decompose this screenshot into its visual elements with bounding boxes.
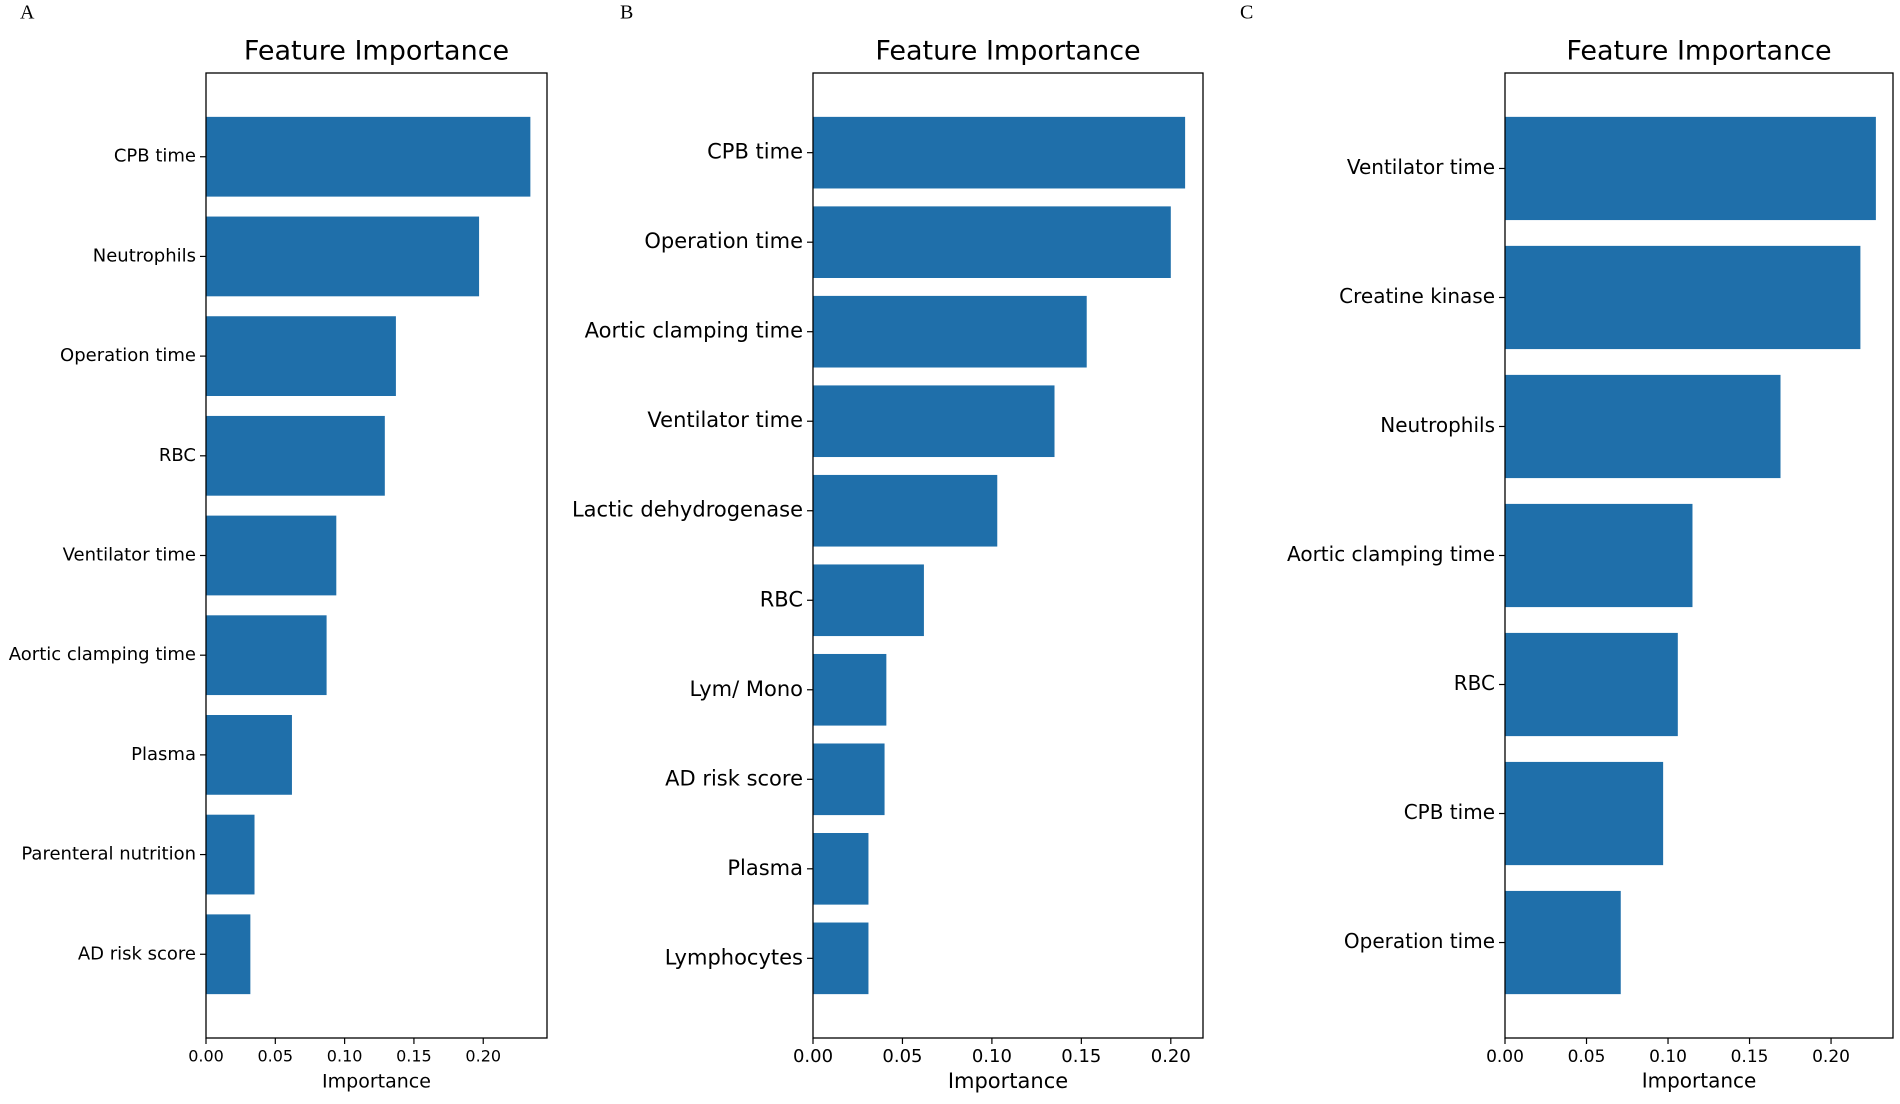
y-tick-label: AD risk score <box>78 943 196 964</box>
bar <box>813 116 1186 189</box>
y-tick-label: Operation time <box>644 229 803 253</box>
y-tick-label: Operation time <box>60 345 196 366</box>
y-tick-label: Parenteral nutrition <box>21 844 196 865</box>
x-tick-label: 0.05 <box>257 1047 293 1066</box>
x-tick-label: 0.10 <box>1649 1047 1687 1067</box>
bar <box>813 653 887 726</box>
x-tick-label: 0.20 <box>465 1047 501 1066</box>
panel-label: A <box>20 2 35 24</box>
plot-frame <box>812 72 1204 1039</box>
y-tick-label: RBC <box>159 445 196 466</box>
x-axis-label: Importance <box>322 1071 431 1093</box>
bar <box>1505 374 1781 479</box>
y-tick-label: CPB time <box>114 146 196 167</box>
chart-title: Feature Importance <box>244 36 509 67</box>
x-axis-label: Importance <box>1642 1069 1757 1093</box>
x-tick-label: 0.05 <box>1568 1047 1606 1067</box>
x-tick-label: 0.20 <box>1812 1047 1850 1067</box>
bar <box>813 474 998 547</box>
panel-label: B <box>620 2 633 24</box>
x-tick-label: 0.10 <box>327 1047 363 1066</box>
bar <box>206 216 480 297</box>
bar <box>813 206 1171 278</box>
plot-frame <box>205 72 548 1039</box>
y-tick-label: Aortic clamping time <box>9 644 196 665</box>
bar <box>813 833 869 905</box>
x-tick-label: 0.10 <box>972 1046 1012 1067</box>
x-tick-label: 0.00 <box>1486 1047 1524 1067</box>
bar <box>1505 245 1861 350</box>
bar <box>206 316 396 396</box>
bar <box>206 814 255 895</box>
y-tick-label: Neutrophils <box>93 245 196 266</box>
bar <box>1505 761 1664 866</box>
bar <box>1505 632 1678 737</box>
bar <box>813 743 885 816</box>
bar <box>1505 890 1621 995</box>
x-tick-label: 0.00 <box>793 1046 833 1067</box>
x-tick-label: 0.00 <box>188 1047 224 1066</box>
x-axis-label: Importance <box>948 1069 1068 1093</box>
y-tick-label: Ventilator time <box>647 408 803 432</box>
x-tick-label: 0.05 <box>882 1046 922 1067</box>
chart-title: Feature Importance <box>875 36 1140 67</box>
bar <box>206 914 251 995</box>
panel-label: C <box>1240 2 1253 24</box>
y-tick-label: Creatine kinase <box>1339 284 1495 308</box>
y-tick-label: Ventilator time <box>63 545 196 566</box>
plot-frame <box>1504 72 1894 1039</box>
y-tick-label: Ventilator time <box>1347 155 1495 179</box>
y-tick-label: Plasma <box>727 856 803 880</box>
y-tick-label: Aortic clamping time <box>585 319 803 343</box>
bar <box>206 415 385 496</box>
bar <box>206 615 327 696</box>
y-tick-label: RBC <box>1454 671 1495 695</box>
bar <box>1505 503 1693 608</box>
y-tick-label: Operation time <box>1344 929 1495 953</box>
x-tick-label: 0.15 <box>396 1047 432 1066</box>
bar <box>813 922 869 995</box>
y-tick-label: Lymphocytes <box>665 945 803 969</box>
y-tick-label: Neutrophils <box>1380 413 1495 437</box>
bar <box>206 515 337 596</box>
y-tick-label: CPB time <box>707 140 803 164</box>
x-tick-label: 0.20 <box>1151 1046 1191 1067</box>
y-tick-label: CPB time <box>1404 800 1495 824</box>
bar <box>206 715 292 795</box>
x-tick-label: 0.15 <box>1061 1046 1101 1067</box>
y-tick-label: Aortic clamping time <box>1287 542 1495 566</box>
bar <box>813 564 924 637</box>
y-tick-label: RBC <box>760 587 803 611</box>
bar <box>813 295 1087 368</box>
y-tick-label: Plasma <box>131 744 196 765</box>
y-tick-label: Lactic dehydrogenase <box>572 498 803 522</box>
y-tick-label: AD risk score <box>665 766 803 790</box>
x-tick-label: 0.15 <box>1731 1047 1769 1067</box>
bar <box>813 385 1055 458</box>
y-tick-label: Lym/ Mono <box>689 677 803 701</box>
chart-title: Feature Importance <box>1566 36 1831 67</box>
bar <box>206 116 531 197</box>
bar <box>1505 116 1876 221</box>
